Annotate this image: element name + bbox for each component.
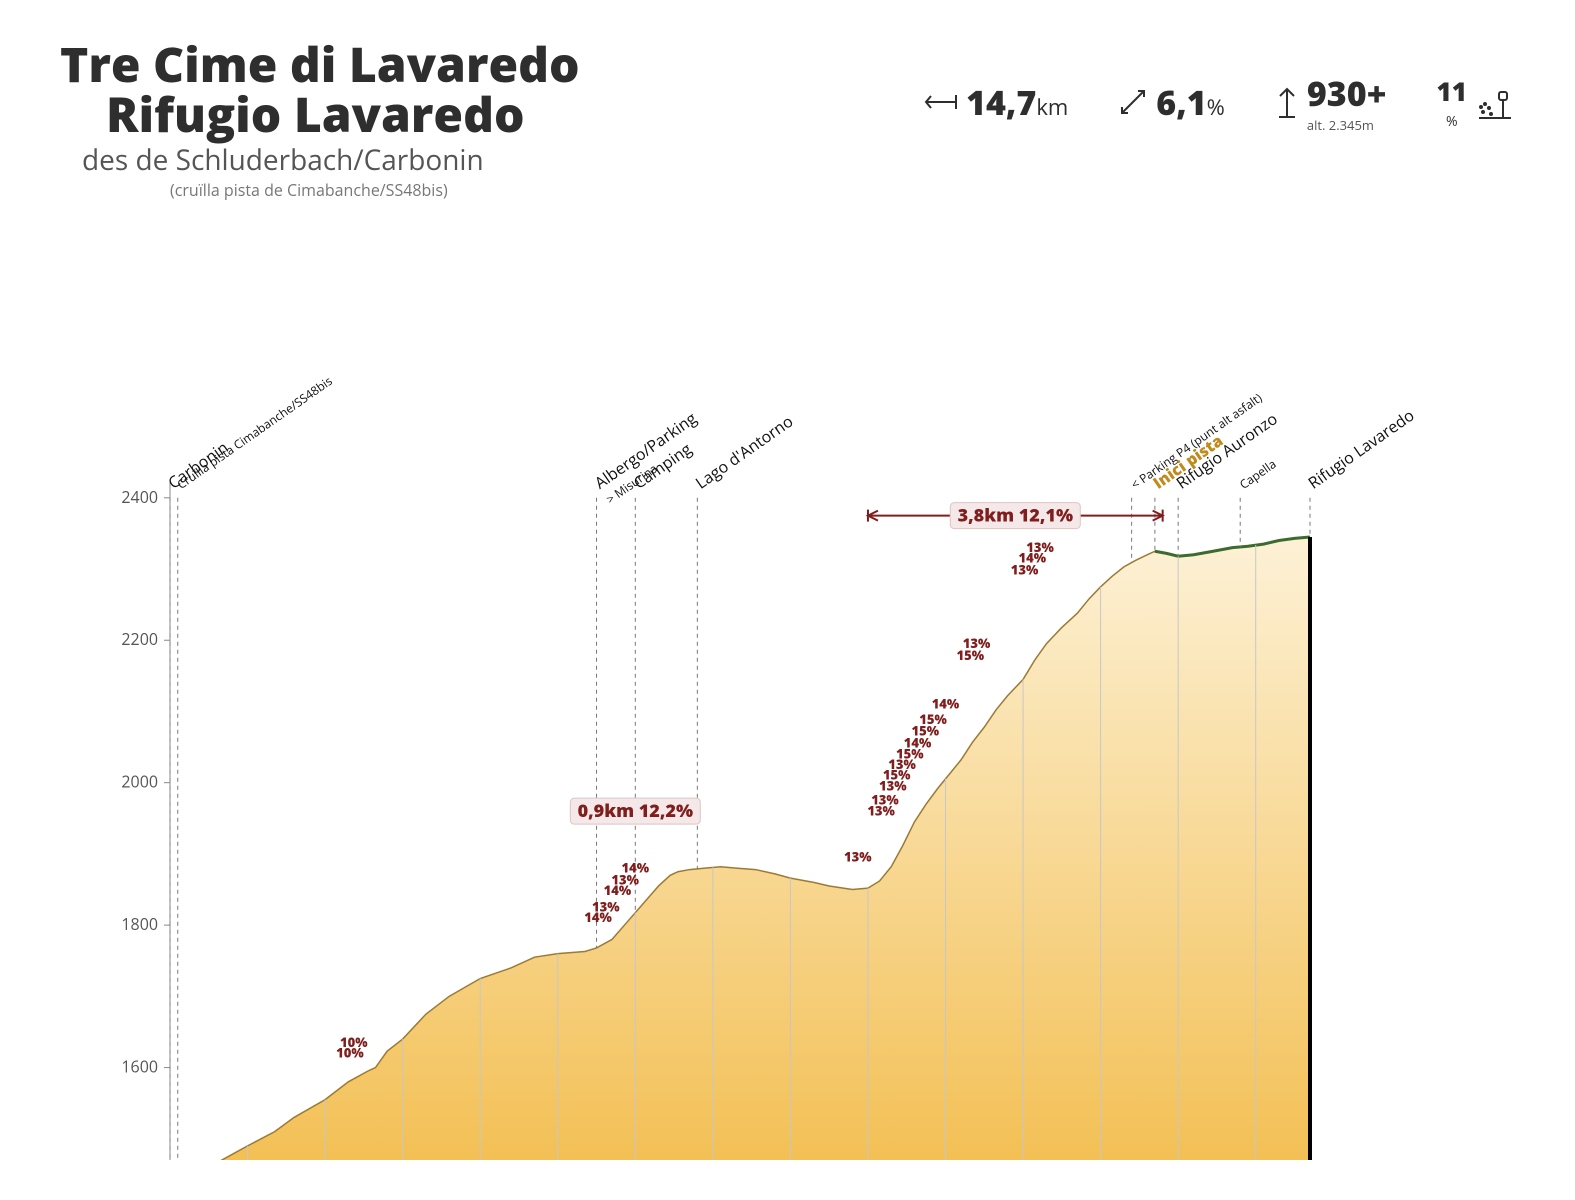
svg-text:10%: 10% — [340, 1033, 368, 1051]
stat-max-grade-value: 11 — [1437, 73, 1467, 109]
svg-text:14%: 14% — [621, 858, 649, 876]
stat-distance: 14,7km — [924, 79, 1068, 125]
subnote: (cruïlla pista de Cimabanche/SS48bis) — [60, 179, 580, 201]
header: Tre Cime di Lavaredo Rifugio Lavaredo de… — [60, 40, 1515, 201]
stat-gain: 930+alt. 2.345m — [1275, 70, 1387, 134]
svg-text:Lago d'Antorno: Lago d'Antorno — [691, 410, 797, 494]
svg-text:2000: 2000 — [121, 771, 158, 793]
stat-avg-grade-unit: % — [1207, 92, 1225, 122]
stat-max-grade-unit: % — [1446, 112, 1458, 131]
stat-gain-value: 930+ — [1307, 70, 1387, 116]
svg-text:13%: 13% — [592, 897, 620, 915]
svg-text:Capella: Capella — [1236, 455, 1279, 492]
svg-text:Rifugio Lavaredo: Rifugio Lavaredo — [1304, 404, 1419, 494]
surface-icon — [1475, 82, 1515, 122]
svg-text:13%: 13% — [963, 634, 991, 652]
stat-avg-grade-value: 6,1 — [1156, 79, 1206, 125]
stats-row: 14,7km 6,1% 930+alt. 2.345m 11% — [580, 40, 1515, 134]
svg-text:15%: 15% — [919, 710, 947, 728]
title-line-2: Rifugio Lavaredo — [60, 90, 580, 140]
svg-text:13%: 13% — [844, 848, 872, 866]
stat-avg-grade: 6,1% — [1118, 79, 1225, 125]
svg-text:Cruïlla pista Cimabanche/SS48b: Cruïlla pista Cimabanche/SS48bis — [174, 372, 336, 493]
grade-icon — [1118, 87, 1148, 117]
elevation-chart: 1400160018002000220024004,66,35,38,35,31… — [60, 200, 1515, 1160]
svg-text:2400: 2400 — [121, 486, 158, 508]
svg-text:13%: 13% — [1026, 538, 1054, 556]
distance-icon — [924, 91, 958, 113]
svg-text:2200: 2200 — [121, 628, 158, 650]
svg-text:0,9km 12,2%: 0,9km 12,2% — [578, 799, 693, 823]
stat-max-grade: 11% — [1437, 73, 1515, 131]
page-root: Tre Cime di Lavaredo Rifugio Lavaredo de… — [0, 0, 1575, 1200]
gain-icon — [1275, 85, 1299, 119]
title-block: Tre Cime di Lavaredo Rifugio Lavaredo de… — [60, 40, 580, 201]
stat-distance-unit: km — [1036, 92, 1068, 122]
svg-text:3,8km 12,1%: 3,8km 12,1% — [958, 504, 1073, 528]
svg-text:1800: 1800 — [121, 913, 158, 935]
stat-gain-alt: alt. 2.345m — [1307, 116, 1387, 134]
svg-text:14%: 14% — [932, 694, 960, 712]
stat-distance-value: 14,7 — [966, 79, 1036, 125]
svg-text:1600: 1600 — [121, 1056, 158, 1078]
